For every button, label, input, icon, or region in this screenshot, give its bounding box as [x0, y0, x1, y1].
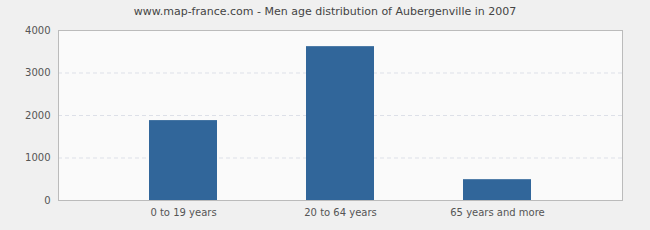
svg-text:65 years and more: 65 years and more	[450, 207, 545, 218]
svg-text:2000: 2000	[25, 110, 50, 121]
svg-text:3000: 3000	[25, 67, 50, 78]
svg-text:0 to 19 years: 0 to 19 years	[150, 207, 216, 218]
svg-text:4000: 4000	[25, 25, 50, 36]
svg-text:0: 0	[44, 195, 50, 206]
html-text:www.map-france.com - Men age d: www.map-france.com - Men age distributio…	[133, 5, 517, 18]
svg-text:1000: 1000	[25, 152, 50, 163]
svg-text:20 to 64 years: 20 to 64 years	[304, 207, 377, 218]
